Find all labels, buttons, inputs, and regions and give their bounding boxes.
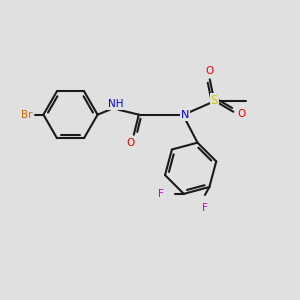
Text: NH: NH <box>107 99 123 109</box>
Text: F: F <box>202 203 208 214</box>
Text: O: O <box>206 66 214 76</box>
Text: O: O <box>237 109 246 119</box>
Text: O: O <box>126 138 134 148</box>
Text: F: F <box>158 189 164 199</box>
Text: S: S <box>211 94 218 107</box>
Text: N: N <box>181 110 190 120</box>
Text: Br: Br <box>21 110 32 120</box>
